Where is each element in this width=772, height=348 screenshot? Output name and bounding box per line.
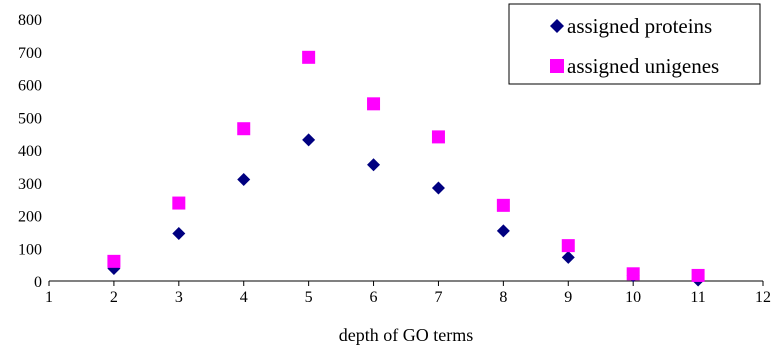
legend-marker-assigned-unigenes xyxy=(550,59,564,73)
x-tick-label: 9 xyxy=(564,289,572,306)
point-assigned-proteins xyxy=(367,158,381,172)
legend-label-assigned-unigenes: assigned unigenes xyxy=(567,54,719,78)
x-tick-label: 2 xyxy=(110,289,118,306)
x-axis-title: depth of GO terms xyxy=(339,325,473,345)
point-assigned-unigenes xyxy=(107,254,121,268)
point-assigned-proteins xyxy=(237,172,251,186)
x-axis-tick-labels: 1 2 3 4 5 6 7 8 9 10 11 12 xyxy=(45,289,771,306)
y-tick-label: 700 xyxy=(18,45,42,62)
x-tick-label: 8 xyxy=(499,289,507,306)
x-tick-label: 4 xyxy=(240,289,248,306)
legend-label-assigned-proteins: assigned proteins xyxy=(567,14,712,38)
y-tick-label: 0 xyxy=(34,274,42,291)
point-assigned-proteins xyxy=(431,181,445,195)
x-tick-label: 10 xyxy=(625,289,641,306)
point-assigned-unigenes xyxy=(431,130,445,144)
x-tick-label: 12 xyxy=(755,289,771,306)
y-tick-label: 800 xyxy=(18,12,42,29)
x-tick-label: 7 xyxy=(434,289,442,306)
y-tick-label: 500 xyxy=(18,110,42,127)
x-tick-label: 3 xyxy=(175,289,183,306)
y-tick-label: 200 xyxy=(18,209,42,226)
y-tick-label: 400 xyxy=(18,143,42,160)
point-assigned-proteins xyxy=(496,224,510,238)
point-assigned-unigenes xyxy=(691,268,705,282)
point-assigned-unigenes xyxy=(367,97,381,111)
legend-marker-assigned-proteins xyxy=(550,19,564,33)
point-assigned-unigenes xyxy=(626,267,640,281)
point-assigned-proteins xyxy=(302,133,316,147)
x-tick-label: 11 xyxy=(690,289,705,306)
point-assigned-proteins xyxy=(172,227,186,241)
y-tick-label: 100 xyxy=(18,241,42,258)
legend: assigned proteins assigned unigenes xyxy=(508,3,761,85)
point-assigned-unigenes xyxy=(302,50,316,64)
y-tick-label: 300 xyxy=(18,176,42,193)
point-assigned-unigenes xyxy=(172,196,186,210)
point-assigned-unigenes xyxy=(237,122,251,136)
point-assigned-unigenes xyxy=(496,198,510,212)
point-assigned-proteins xyxy=(561,250,575,264)
x-tick-label: 1 xyxy=(45,289,53,306)
x-tick-label: 5 xyxy=(305,289,313,306)
data-points xyxy=(107,50,705,287)
x-axis-tick-marks xyxy=(48,281,764,286)
y-axis-tick-labels: 0 100 200 300 400 500 600 700 800 xyxy=(18,12,42,291)
point-assigned-unigenes xyxy=(561,239,575,253)
x-tick-label: 6 xyxy=(370,289,378,306)
y-tick-label: 600 xyxy=(18,78,42,95)
